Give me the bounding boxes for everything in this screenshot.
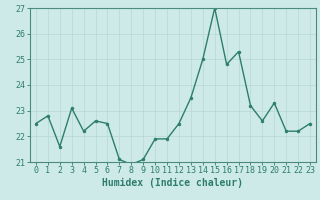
X-axis label: Humidex (Indice chaleur): Humidex (Indice chaleur): [102, 178, 244, 188]
